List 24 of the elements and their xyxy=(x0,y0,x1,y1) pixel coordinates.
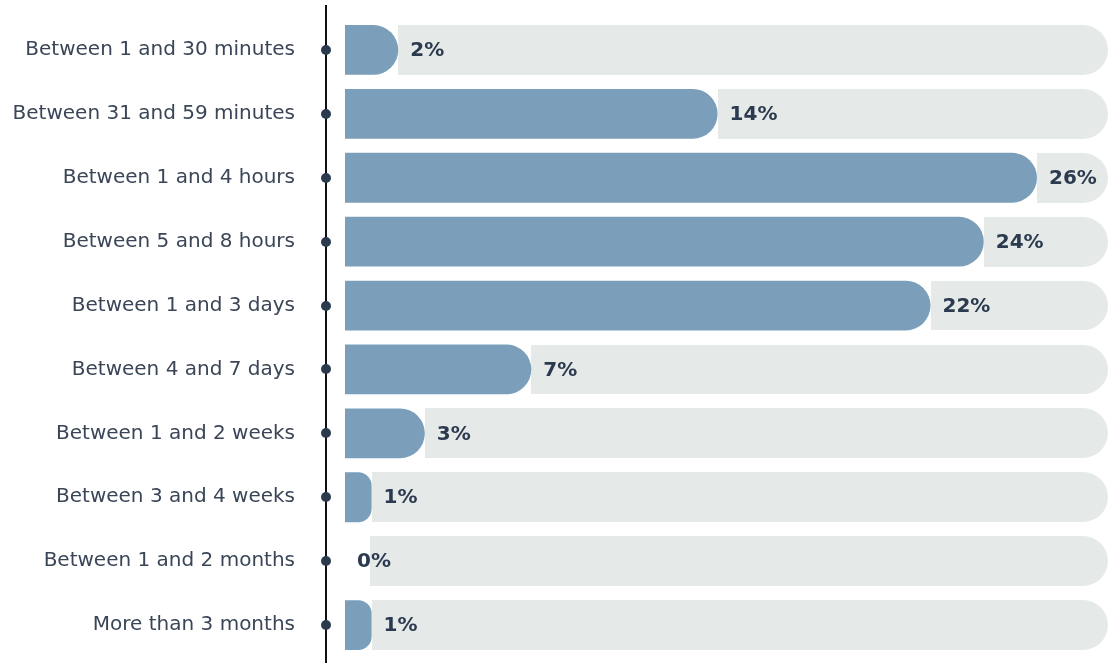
data-label: 26% xyxy=(1049,164,1097,189)
y-tick-label: Between 1 and 2 weeks xyxy=(56,419,295,444)
data-label: 1% xyxy=(383,612,418,637)
data-label: 14% xyxy=(729,101,778,126)
y-tick-label: Between 1 and 2 months xyxy=(43,547,295,572)
data-label: 24% xyxy=(995,228,1044,253)
bar xyxy=(345,344,532,395)
data-label: 22% xyxy=(942,292,991,317)
y-tick-label: Between 1 and 3 days xyxy=(71,291,295,316)
bar xyxy=(345,408,425,459)
y-tick-label: Between 1 and 30 minutes xyxy=(25,36,295,61)
y-tick-label: Between 31 and 59 minutes xyxy=(12,100,295,125)
y-tick-label: Between 3 and 4 weeks xyxy=(56,483,295,508)
data-label: 1% xyxy=(383,484,418,509)
y-tick-label: Between 1 and 4 hours xyxy=(62,163,295,188)
data-label: 0% xyxy=(357,548,391,573)
y-tick-label: More than 3 months xyxy=(92,611,295,636)
bar xyxy=(345,472,372,523)
bar xyxy=(345,600,372,650)
data-label: 2% xyxy=(410,37,445,62)
data-label: 3% xyxy=(436,420,471,445)
y-tick-label: Between 5 and 8 hours xyxy=(62,227,295,252)
y-tick-label: Between 4 and 7 days xyxy=(71,355,295,380)
data-label: 7% xyxy=(543,356,578,381)
